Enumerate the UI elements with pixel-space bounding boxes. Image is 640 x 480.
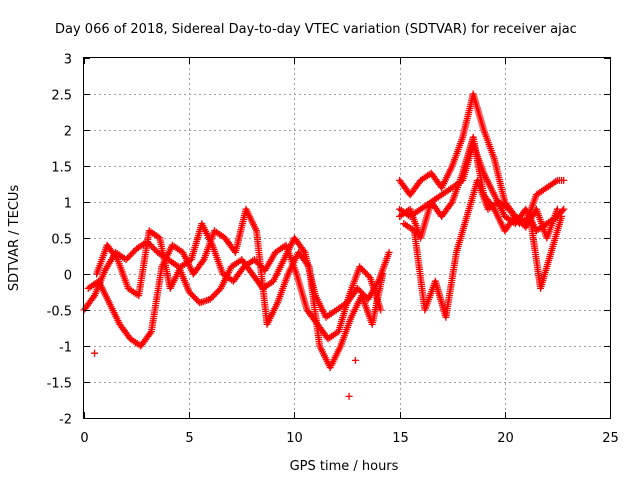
data-point [489, 204, 497, 212]
data-point [511, 212, 519, 220]
y-tick-label: 3 [64, 53, 72, 68]
data-point [354, 284, 362, 292]
x-tick-label: 15 [392, 431, 409, 446]
data-point [355, 286, 363, 294]
y-tick-label: -1 [59, 341, 72, 356]
x-tick-label: 20 [497, 431, 514, 446]
data-point [125, 253, 133, 261]
series-track-3 [93, 220, 385, 343]
data-point [553, 205, 561, 213]
x-axis-label: GPS time / hours [290, 459, 399, 474]
data-point [304, 261, 312, 269]
data-point [447, 200, 455, 208]
x-tick-label: 10 [286, 431, 303, 446]
data-point [146, 329, 154, 337]
y-tick-label: 0 [64, 269, 72, 284]
data-point [362, 269, 370, 277]
data-point [149, 244, 157, 252]
data-point [357, 264, 365, 272]
data-point [379, 270, 387, 278]
data-point [211, 291, 219, 299]
y-tick-label: 1 [64, 197, 72, 212]
data-point [256, 262, 264, 270]
data-point [89, 293, 97, 301]
axis-ticks [84, 58, 611, 419]
data-point [199, 257, 207, 265]
y-tick-label: -2 [59, 413, 72, 428]
data-point [517, 219, 525, 227]
data-point [122, 256, 130, 264]
data-point [365, 272, 373, 280]
data-point [190, 293, 198, 301]
data-point [112, 254, 120, 262]
data-point [253, 259, 261, 267]
data-points [80, 90, 568, 400]
series-track-7 [396, 133, 561, 242]
y-tick-label: -0.5 [47, 305, 72, 320]
data-point [356, 263, 364, 271]
chart-title: Day 066 of 2018, Sidereal Day-to-day VTE… [55, 22, 577, 37]
data-point [252, 257, 260, 265]
grid [84, 58, 610, 418]
data-point [193, 296, 201, 304]
y-tick-label: 2.5 [51, 89, 72, 104]
plot-frame [83, 57, 611, 419]
data-point [188, 291, 196, 299]
data-point [208, 294, 216, 302]
data-point [357, 287, 365, 295]
data-point [560, 205, 568, 213]
series-track-2 [84, 205, 387, 372]
data-point [359, 266, 367, 274]
y-axis-label: SDTVAR / TECUs [7, 185, 22, 292]
data-point-outlier [91, 349, 99, 357]
data-point [124, 254, 132, 262]
x-tick-label: 5 [185, 431, 193, 446]
data-point-outlier [345, 392, 353, 400]
data-point [191, 294, 199, 302]
data-point [206, 295, 214, 303]
data-point [558, 212, 566, 220]
data-point [214, 287, 222, 295]
data-point [187, 290, 195, 298]
x-tick-label: 25 [602, 431, 619, 446]
data-point-outlier [351, 356, 359, 364]
data-point [185, 288, 193, 296]
y-tick-label: 1.5 [51, 161, 72, 176]
data-point [209, 292, 217, 300]
y-tick-label: 2 [64, 125, 72, 140]
data-point [377, 306, 385, 314]
data-point [360, 267, 368, 275]
data-point [215, 286, 223, 294]
data-point [513, 214, 521, 222]
data-point [385, 248, 393, 256]
data-point [255, 260, 263, 268]
data-point [300, 247, 308, 255]
y-tick-label: -1.5 [47, 377, 72, 392]
data-point [250, 256, 258, 264]
data-point [514, 215, 522, 223]
data-point [516, 217, 524, 225]
x-tick-label: 0 [80, 431, 88, 446]
data-point [363, 271, 371, 279]
data-point [151, 245, 159, 253]
data-point [212, 289, 220, 297]
data-point [127, 251, 135, 259]
data-point [128, 249, 136, 257]
data-point [560, 176, 568, 184]
y-tick-labels: -2 -1.5 -1 -0.5 0 0.5 1 1.5 2 2.5 3 [47, 53, 72, 428]
y-tick-label: 0.5 [51, 233, 72, 248]
x-tick-labels: 0 5 10 15 20 25 [80, 431, 618, 446]
data-point [130, 248, 138, 256]
